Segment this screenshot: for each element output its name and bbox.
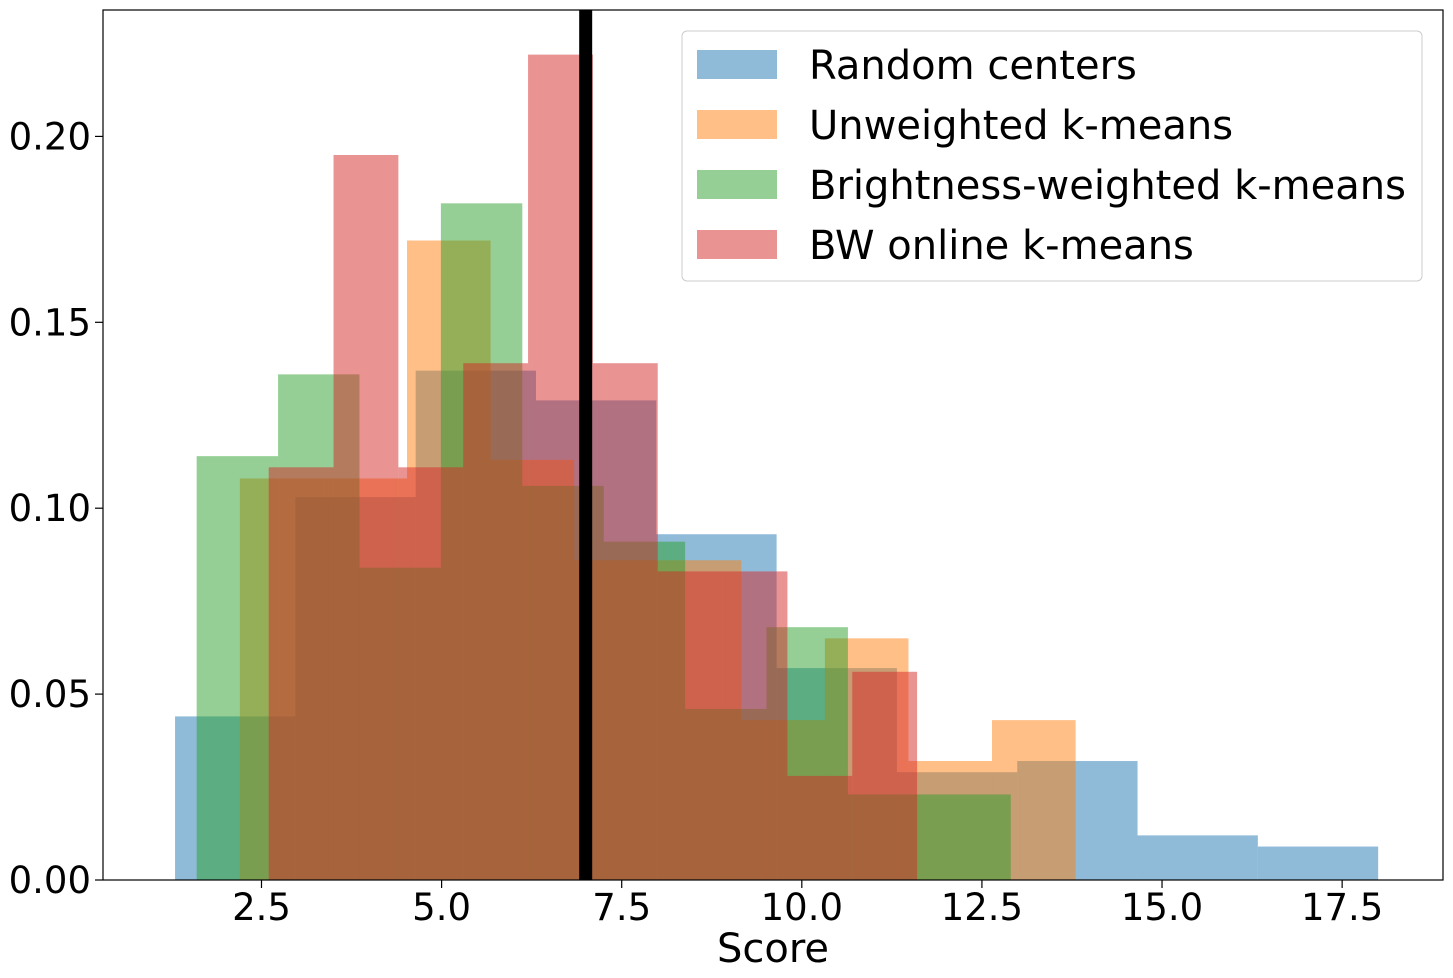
- y-tick-label: 0.15: [9, 301, 91, 344]
- plot-frame: [102, 9, 1444, 881]
- legend-label: Random centers: [809, 43, 1137, 89]
- histogram-bar: [787, 775, 853, 880]
- y-tick-label: 0.00: [9, 859, 91, 902]
- histogram-bar: [398, 467, 464, 880]
- x-tick-label: 2.5: [232, 886, 291, 929]
- legend: Random centers Unweighted k-means Brightne…: [681, 30, 1423, 282]
- x-tick-label: 5.0: [412, 886, 471, 929]
- y-tick-label: 0.05: [9, 673, 91, 716]
- x-tick-label: 12.5: [941, 886, 1023, 929]
- histogram-bar: [657, 571, 723, 880]
- histogram-bar: [592, 363, 658, 880]
- x-tick-label: 17.5: [1301, 886, 1383, 929]
- histogram-bar: [463, 363, 529, 880]
- legend-label: BW online k-means: [809, 223, 1194, 269]
- x-tick-label: 7.5: [592, 886, 651, 929]
- legend-label: Brightness-weighted k-means: [809, 163, 1406, 209]
- axes: 2.5 5.0 7.5 10.0 12.5 15.0 17.5 0.00 0.05 0.10 0.1…: [9, 9, 1444, 929]
- histogram-bar: [1257, 846, 1379, 880]
- x-tick-label: 15.0: [1121, 886, 1203, 929]
- legend-swatch: [697, 50, 777, 79]
- histogram-bar: [268, 467, 334, 880]
- legend-label: Unweighted k-means: [809, 103, 1233, 149]
- y-tick-label: 0.10: [9, 487, 91, 530]
- legend-swatch: [697, 170, 777, 199]
- histogram-bar: [333, 155, 399, 880]
- y-tick-label: 0.20: [9, 115, 91, 158]
- legend-swatch: [697, 110, 777, 139]
- legend-swatch: [697, 230, 777, 259]
- histogram-bar: [196, 456, 279, 880]
- histogram-bar: [929, 794, 1011, 880]
- x-tick-label: 10.0: [761, 886, 843, 929]
- histogram-bar: [1137, 835, 1258, 880]
- histogram-bar: [722, 571, 788, 880]
- histogram-bar: [852, 671, 918, 880]
- x-axis-label: Score: [717, 926, 829, 972]
- legend-box: [681, 30, 1423, 282]
